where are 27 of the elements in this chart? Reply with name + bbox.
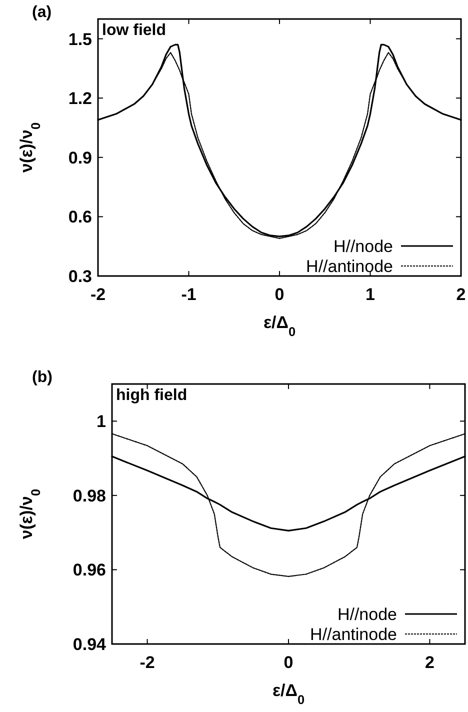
- y-tick-label: 0.96: [72, 560, 106, 580]
- y-tick-label: 1: [96, 412, 106, 432]
- annotation: high field: [116, 387, 188, 404]
- y-tick-label: 1.2: [68, 89, 92, 108]
- annotation: low field: [102, 22, 166, 39]
- chart-title: (b): [32, 369, 52, 386]
- legend-label: H//node: [337, 605, 397, 624]
- chart-title: (a): [32, 4, 52, 21]
- x-tick-label: 2: [424, 653, 434, 672]
- x-tick-label: 0: [284, 653, 294, 672]
- x-tick-label: -1: [181, 285, 196, 304]
- y-tick-label: 0.6: [68, 208, 92, 227]
- y-tick-label: 0.9: [68, 148, 92, 168]
- x-tick-label: 0: [274, 285, 284, 304]
- x-tick-label: -2: [90, 285, 106, 304]
- y-tick-label: 1.5: [68, 30, 92, 49]
- y-tick-label: 0.94: [72, 635, 107, 654]
- x-tick-label: -2: [140, 653, 155, 672]
- legend-label: H//antinode: [310, 625, 397, 644]
- legend-label: H//node: [333, 237, 393, 256]
- y-tick-label: 0.98: [72, 486, 106, 506]
- legend-label: H//antinode: [306, 257, 393, 276]
- y-tick-label: 0.3: [68, 267, 92, 286]
- x-tick-label: 2: [456, 285, 466, 304]
- x-tick-label: 1: [366, 285, 375, 304]
- x-axis-title: ε/Δ$_{0}$: [263, 313, 296, 338]
- x-axis-title: ε/Δ$_{0}$: [272, 681, 305, 706]
